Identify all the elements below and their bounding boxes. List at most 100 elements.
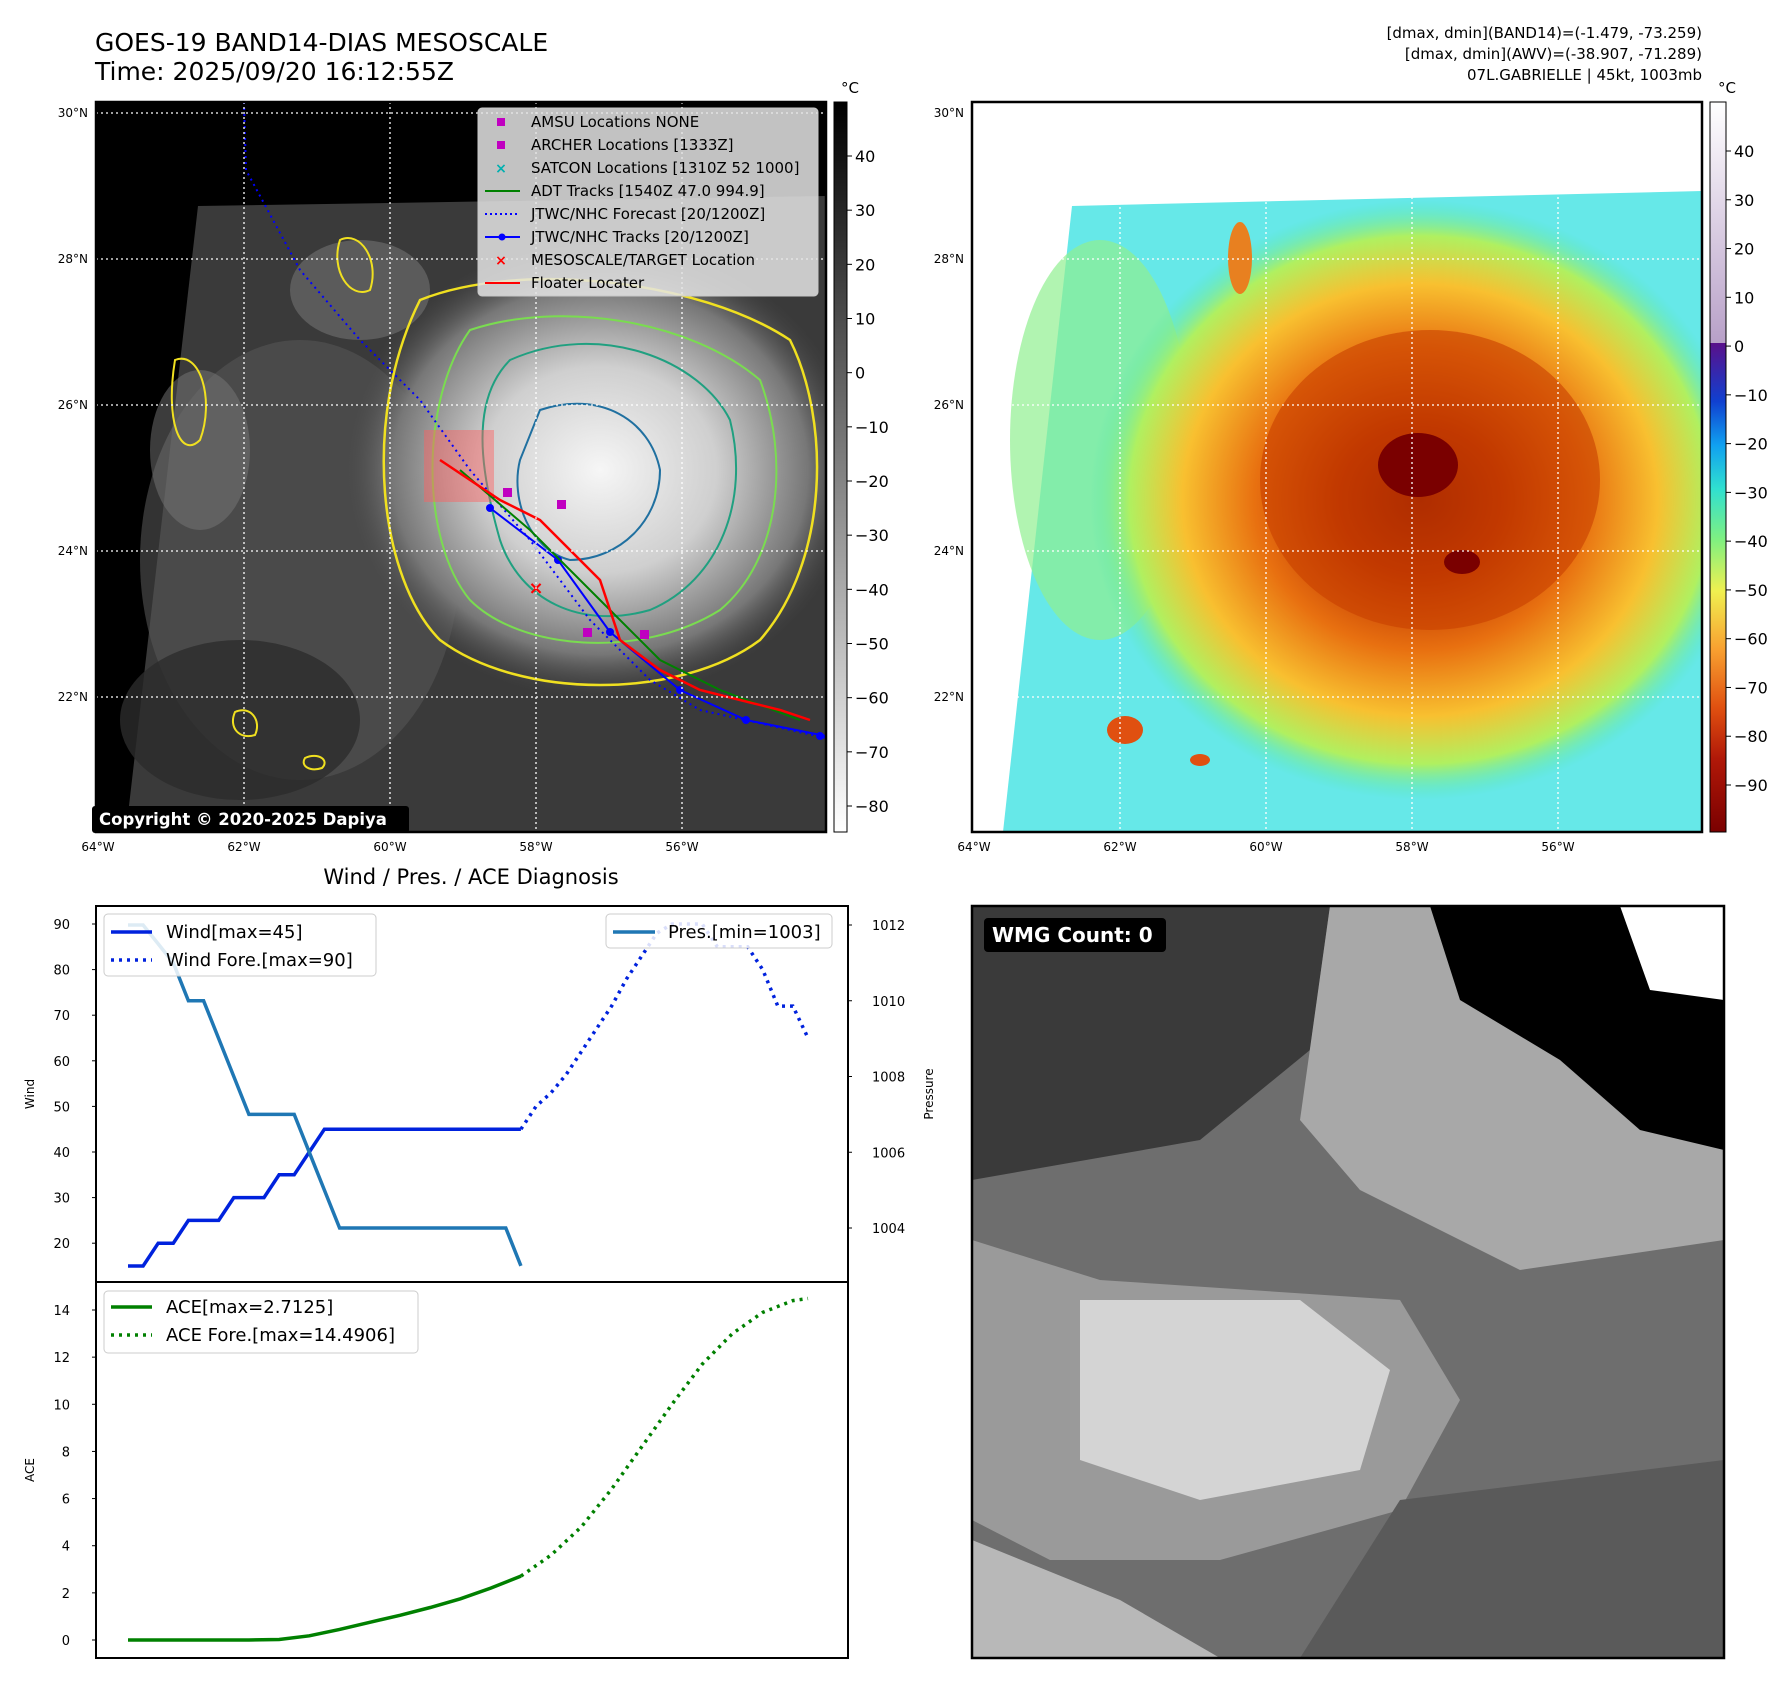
series-line — [128, 1127, 521, 1268]
ace-ytick: 6 — [62, 1493, 70, 1508]
awv-colorbar-tick: 30 — [1734, 191, 1754, 210]
awv-colorbar-tick: −30 — [1734, 483, 1768, 502]
ir-colorbar-tick: 0 — [855, 364, 865, 383]
wind-legend: Wind[max=45] Wind Fore.[max=90] — [103, 913, 377, 977]
legend-ace: ACE[max=2.7125] — [166, 1297, 333, 1318]
legend-label: SATCON Locations [1310Z 52 1000] — [531, 159, 799, 177]
ace-chart: ACE 0 2 4 6 8 10 12 14 ACE[max=2.7125] ACE Fore… — [23, 1281, 849, 1659]
pressure-ylabel: Pressure — [922, 1068, 936, 1119]
svg-text:×: × — [495, 253, 507, 269]
awv-frame — [970, 100, 1704, 834]
wmg-panel: WMG Count: 0 — [970, 904, 1726, 1660]
copyright-text: Copyright © 2020-2025 Dapiya — [99, 810, 387, 829]
legend-label: Floater Locater — [531, 274, 645, 292]
ace-ytick: 12 — [53, 1351, 70, 1366]
legend-ace-fore: ACE Fore.[max=14.4906] — [166, 1325, 395, 1346]
awv-colorbar-tick: 0 — [1734, 337, 1744, 356]
ace-ytick: 10 — [53, 1398, 70, 1413]
lon-label: 56°W — [1541, 840, 1574, 854]
ir-colorbar-tick: −40 — [855, 580, 889, 599]
lon-label: 60°W — [1249, 840, 1282, 854]
ir-colorbar-tick: −80 — [855, 797, 889, 816]
pressure-ytick: 1012 — [872, 919, 905, 934]
legend-row: × MESOSCALE/TARGET Location — [495, 251, 755, 269]
legend-label: ARCHER Locations [1333Z] — [531, 136, 734, 154]
awv-colorbar — [1709, 101, 1727, 833]
awv-colorbar-unit: °C — [1718, 79, 1736, 97]
awv-imagery — [972, 102, 1702, 832]
copyright-box — [92, 806, 409, 833]
lat-label: 24°N — [58, 544, 88, 558]
series-line — [128, 1574, 522, 1642]
lon-label: 56°W — [665, 840, 698, 854]
wind-ytick: 70 — [53, 1009, 70, 1024]
ir-colorbar-tick: −60 — [855, 689, 889, 708]
figure-title: GOES-19 BAND14-DIAS MESOSCALE — [95, 28, 548, 57]
legend-pressure: Pres.[min=1003] — [668, 922, 821, 943]
awv-colorbar-tick: −10 — [1734, 386, 1768, 405]
lon-label: 64°W — [957, 840, 990, 854]
wmg-frame — [970, 904, 1726, 1660]
ir-panel: × Copyright © 2020-2025 Dapiya AMSU Loca… — [58, 79, 889, 854]
lat-label: 22°N — [58, 690, 88, 704]
svg-text:×: × — [495, 161, 507, 177]
lon-label: 58°W — [519, 840, 552, 854]
wind-ytick: 20 — [53, 1237, 70, 1252]
lon-label: 62°W — [227, 840, 260, 854]
ir-colorbar — [833, 101, 848, 833]
legend-row: JTWC/NHC Forecast [20/1200Z] — [485, 205, 765, 223]
stats-band14: [dmax, dmin](BAND14)=(-1.479, -73.259) — [1387, 24, 1702, 42]
awv-colorbar-tick: −70 — [1734, 678, 1768, 697]
lon-label: 58°W — [1395, 840, 1428, 854]
lat-label: 30°N — [934, 106, 964, 120]
legend-label: AMSU Locations NONE — [531, 113, 699, 131]
wind-ytick: 60 — [53, 1055, 70, 1070]
wind-ytick: 90 — [53, 918, 70, 933]
awv-colorbar-tick: −40 — [1734, 532, 1768, 551]
awv-colorbar-tick: 20 — [1734, 240, 1754, 259]
legend-row: JTWC/NHC Tracks [20/1200Z] — [485, 228, 749, 246]
awv-colorbar-tick: −90 — [1734, 776, 1768, 795]
ir-colorbar-tick: 40 — [855, 147, 875, 166]
pressure-ytick: 1004 — [872, 1222, 905, 1237]
legend-wind: Wind[max=45] — [166, 922, 303, 943]
ace-legend: ACE[max=2.7125] ACE Fore.[max=14.4906] — [103, 1290, 419, 1354]
ir-colorbar-tick: 20 — [855, 255, 875, 274]
awv-colorbar-tick: 40 — [1734, 142, 1754, 161]
awv-colorbar-tick: −80 — [1734, 727, 1768, 746]
ace-ytick: 2 — [62, 1587, 70, 1602]
stats-awv: [dmax, dmin](AWV)=(-38.907, -71.289) — [1405, 45, 1702, 63]
legend-row: ADT Tracks [1540Z 47.0 994.9] — [485, 182, 765, 200]
ace-ytick: 8 — [62, 1445, 70, 1460]
legend-label: JTWC/NHC Forecast [20/1200Z] — [530, 205, 765, 223]
ir-colorbar-tick: −70 — [855, 743, 889, 762]
ir-colorbar-tick: 10 — [855, 310, 875, 329]
ir-colorbar-tick: −30 — [855, 526, 889, 545]
awv-colorbar-tick: −50 — [1734, 581, 1768, 600]
wind-ytick: 50 — [53, 1100, 70, 1115]
legend-label: MESOSCALE/TARGET Location — [531, 251, 755, 269]
wmg-count-label: WMG Count: 0 — [992, 923, 1153, 947]
lon-label: 64°W — [81, 840, 114, 854]
awv-panel: 30°N 28°N 26°N 24°N 22°N 64°W 62°W 60°W 58°W 56°… — [934, 79, 1768, 854]
pressure-legend: Pres.[min=1003] — [605, 913, 833, 949]
series-line — [128, 923, 523, 1267]
ir-colorbar-unit: °C — [841, 79, 859, 97]
lat-label: 24°N — [934, 544, 964, 558]
ir-colorbar-tick: −20 — [855, 472, 889, 491]
lat-label: 26°N — [58, 398, 88, 412]
ir-legend: AMSU Locations NONE ARCHER Locations [133… — [477, 107, 819, 297]
ace-ytick: 0 — [62, 1634, 70, 1649]
wmg-label-box — [984, 918, 1166, 952]
wind-chart-title: Wind / Pres. / ACE Diagnosis — [323, 865, 618, 889]
legend-label: JTWC/NHC Tracks [20/1200Z] — [530, 228, 749, 246]
awv-colorbar-tick: −60 — [1734, 630, 1768, 649]
wind-ytick: 80 — [53, 964, 70, 979]
awv-colorbar-tick: −20 — [1734, 435, 1768, 454]
legend-label: ADT Tracks [1540Z 47.0 994.9] — [531, 182, 765, 200]
ace-ylabel: ACE — [23, 1458, 37, 1482]
ir-frame — [94, 100, 828, 834]
legend-row: AMSU Locations NONE — [497, 113, 699, 131]
wind-ytick: 30 — [53, 1192, 70, 1207]
